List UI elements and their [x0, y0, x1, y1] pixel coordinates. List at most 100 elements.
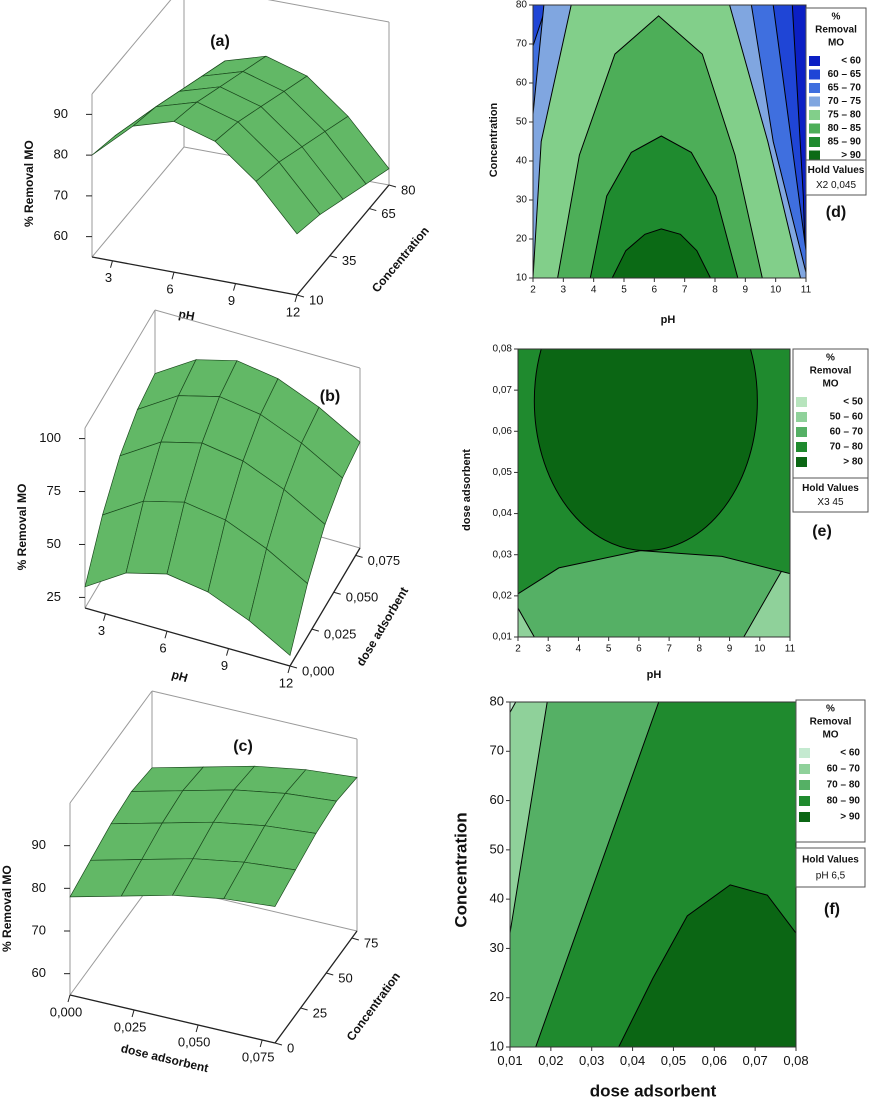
y-tick-label: 80: [516, 0, 528, 11]
x-tick: [294, 294, 298, 303]
x-tick-label: 6: [166, 282, 173, 297]
y-tick-label: 70: [516, 39, 528, 50]
x-tick-label: 8: [697, 644, 703, 655]
y-tick-label: 10: [516, 273, 528, 284]
hold-box: [792, 477, 869, 513]
legend-title: Removal: [815, 25, 857, 36]
z-axis-label: % Removal MO: [0, 865, 14, 952]
y-tick: [355, 554, 363, 558]
y-tick-label: 25: [313, 1005, 327, 1020]
legend-swatch: [809, 123, 820, 134]
z-tick-label: 100: [39, 430, 61, 445]
x-tick-label: 0,03: [579, 1053, 604, 1068]
x-tick-label: 9: [221, 658, 228, 673]
legend-label: 80 – 90: [827, 796, 861, 807]
z-tick-label: 80: [32, 880, 46, 895]
hold-title: Hold Values: [802, 854, 859, 865]
legend-title: %: [832, 12, 841, 23]
x-tick-label: 3: [561, 285, 567, 296]
legend-label: 75 – 80: [828, 110, 862, 121]
surface-cell: [255, 161, 321, 235]
legend-label: 70 – 80: [827, 780, 861, 791]
x-tick-label: 0,01: [497, 1053, 522, 1068]
panel-label: (b): [320, 388, 340, 405]
y-tick: [388, 184, 397, 188]
axis-line: [296, 184, 390, 296]
y-tick-label: 70: [490, 743, 504, 758]
y-tick-label: 60: [516, 78, 528, 89]
y-tick-label: 60: [490, 792, 504, 807]
frame-line: [267, 0, 390, 23]
y-tick-label: 0,06: [493, 426, 513, 437]
axis-line: [91, 256, 298, 296]
legend-label: 70 – 75: [828, 96, 862, 107]
legend-title: MO: [828, 38, 844, 49]
x-tick-label: 7: [666, 644, 672, 655]
y-tick: [326, 972, 334, 976]
y-tick-label: 10: [309, 292, 323, 307]
x-tick: [226, 648, 229, 656]
legend-swatch: [799, 748, 810, 758]
hold-title: Hold Values: [802, 483, 859, 494]
legend-label: 60 – 70: [827, 764, 861, 775]
x-tick: [131, 1009, 135, 1018]
hold-box: [805, 159, 867, 196]
x-tick-label: 0,000: [50, 1004, 83, 1019]
y-tick-label: 20: [516, 234, 528, 245]
legend-label: 80 – 85: [828, 123, 862, 134]
legend-label: 60 – 65: [828, 69, 862, 80]
surface-cell: [248, 548, 308, 657]
y-tick-label: 75: [364, 935, 378, 950]
z-tick-label: 70: [54, 187, 68, 202]
x-tick-label: 10: [770, 285, 782, 296]
x-tick: [287, 665, 291, 674]
legend-label: 85 – 90: [828, 137, 862, 148]
hold-box: [795, 847, 866, 888]
x-tick-label: 9: [743, 285, 749, 296]
y-tick-label: 0,075: [368, 553, 401, 568]
frame-line: [91, 146, 185, 258]
x-tick: [233, 283, 236, 291]
legend-swatch: [799, 796, 810, 806]
legend-label: > 90: [841, 150, 861, 161]
frame-line: [151, 690, 358, 740]
x-tick-label: 10: [754, 644, 766, 655]
x-tick-label: 11: [785, 644, 796, 655]
x-tick-label: 7: [682, 285, 688, 296]
y-axis-label: Concentration: [369, 224, 432, 295]
y-tick: [300, 1007, 308, 1011]
legend-swatch: [799, 780, 810, 790]
legend-title: MO: [822, 730, 838, 741]
x-tick-label: 3: [105, 270, 112, 285]
x-axis-label: dose adsorbent: [590, 1081, 717, 1099]
legend-swatch: [796, 427, 807, 437]
legend-swatch: [796, 457, 807, 467]
x-tick-label: 0,02: [538, 1053, 563, 1068]
z-tick-label: 90: [32, 837, 46, 852]
y-tick: [274, 1042, 283, 1046]
contour-regions: [510, 702, 796, 1047]
legend-label: < 60: [840, 748, 860, 759]
x-tick-label: 4: [591, 285, 597, 296]
hold-title: Hold Values: [808, 165, 865, 176]
y-tick-label: 80: [401, 182, 415, 197]
x-tick: [103, 613, 106, 621]
x-tick-label: 12: [279, 675, 293, 690]
x-tick-label: 3: [545, 644, 551, 655]
contour-region: [611, 228, 712, 278]
y-tick: [289, 665, 298, 669]
y-tick-label: 50: [338, 970, 352, 985]
x-axis-label: pH: [178, 307, 196, 324]
legend-title: %: [826, 353, 835, 364]
x-tick-label: 5: [621, 285, 627, 296]
y-tick: [311, 628, 320, 632]
legend-title: Removal: [810, 366, 852, 377]
contour-region: [743, 555, 790, 637]
y-tick-label: 40: [516, 156, 528, 167]
y-tick: [329, 255, 337, 259]
z-tick-label: 50: [47, 536, 61, 551]
x-tick: [110, 260, 113, 268]
axis-line: [289, 547, 361, 667]
x-tick: [67, 994, 71, 1003]
